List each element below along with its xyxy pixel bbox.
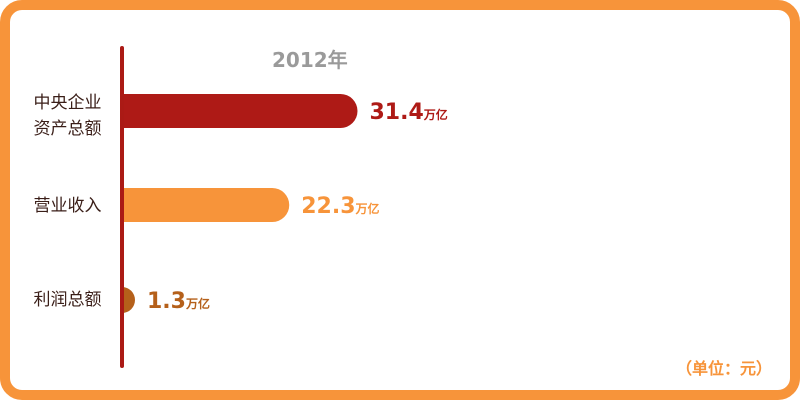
category-label-0: 中央企业 资产总额	[20, 90, 115, 142]
category-label-2: 利润总额	[33, 290, 102, 310]
unit-note: （单位：元）	[675, 359, 772, 378]
bar-0	[122, 94, 358, 128]
data-label-2: 1.3万亿	[147, 289, 210, 314]
category-line: 中央企业	[33, 93, 102, 113]
chart-title: 2012年	[272, 48, 348, 72]
data-label-0: 31.4万亿	[370, 100, 448, 125]
category-line: 资产总额	[33, 119, 102, 139]
bar-2	[122, 287, 135, 313]
category-label-1: 营业收入	[33, 196, 102, 216]
bar-1	[122, 188, 290, 222]
data-label-1: 22.3万亿	[301, 194, 379, 219]
